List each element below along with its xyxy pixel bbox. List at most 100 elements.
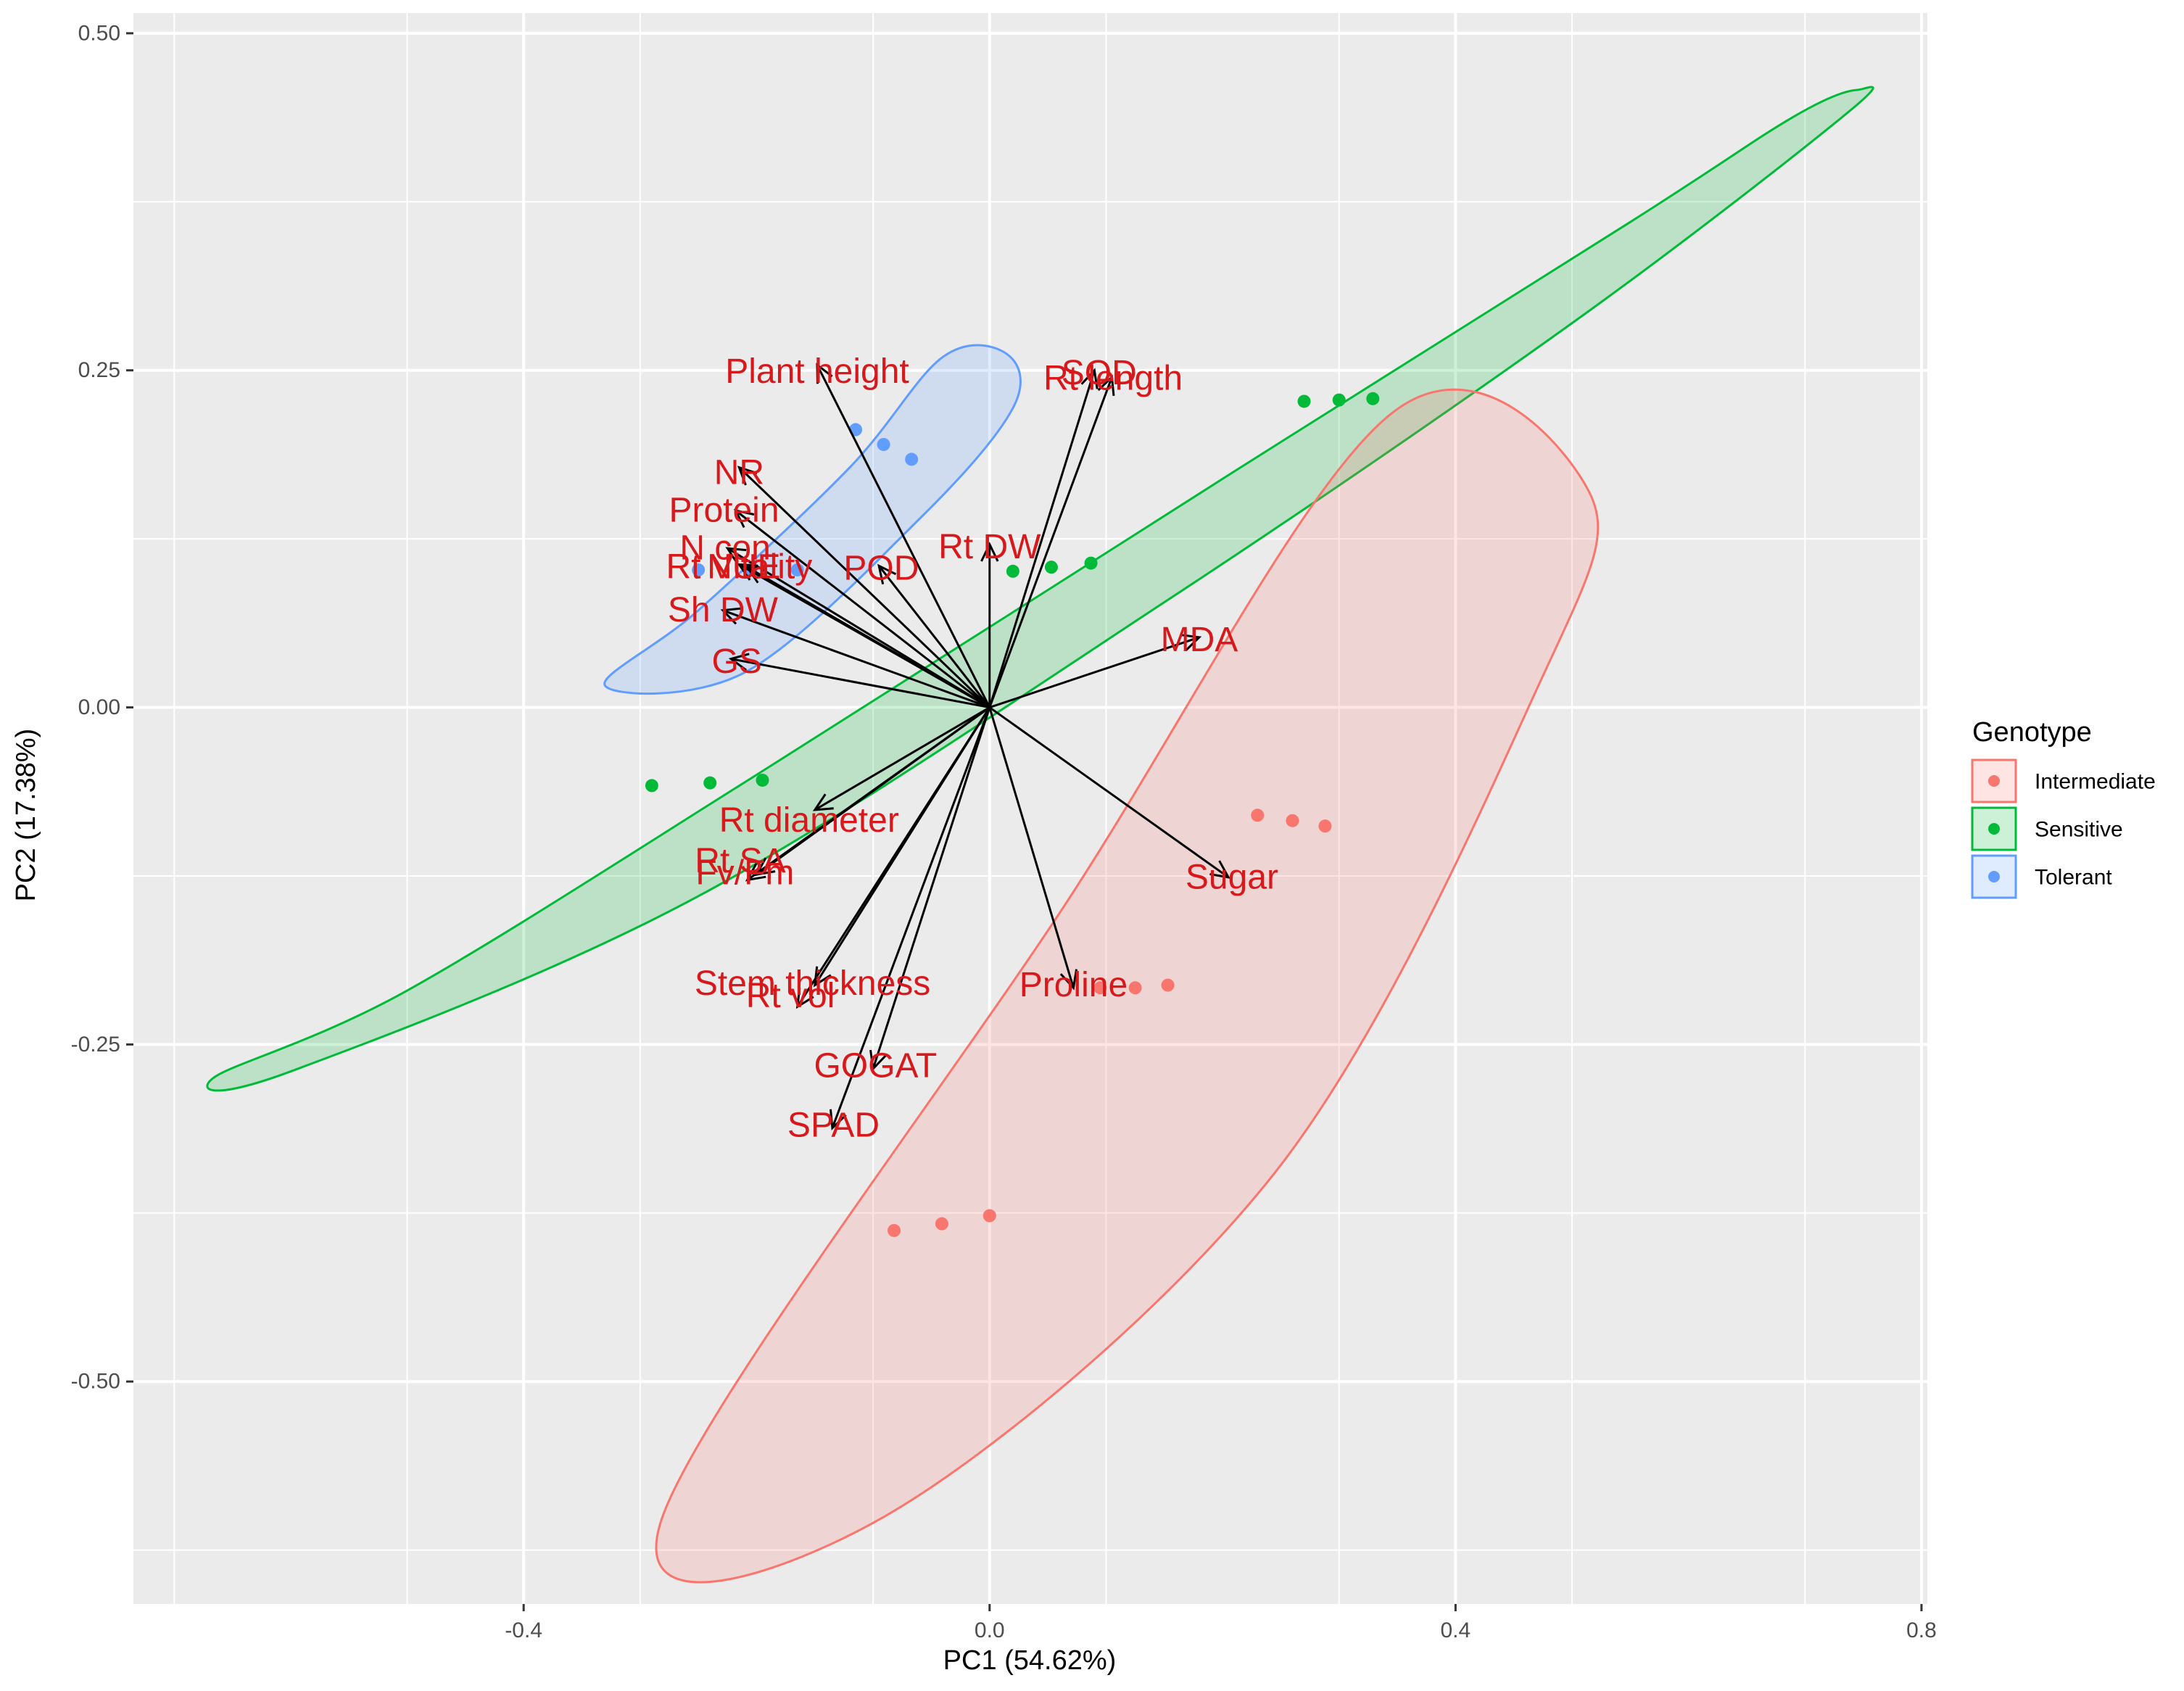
- point-sensitive: [1006, 564, 1019, 578]
- arrow-line: [738, 466, 990, 708]
- arrow-head: [1080, 368, 1099, 389]
- point-intermediate: [1161, 978, 1175, 992]
- grid-lines: [133, 13, 1927, 1604]
- point-intermediate: [1093, 981, 1107, 995]
- legend-dot-sensitive: [1988, 823, 2000, 835]
- x-tick-label: 0.8: [1906, 1618, 1937, 1642]
- point-intermediate: [888, 1223, 901, 1237]
- arrow-head: [745, 863, 766, 882]
- arrow-head: [737, 466, 758, 486]
- point-intermediate: [1128, 981, 1142, 995]
- loading-arrows: [720, 363, 1230, 1130]
- axes: -0.4 0.0 0.4 0.8 -0.50 -0.25 0.00 0.25 0.50: [71, 21, 1937, 1642]
- arrow-line: [722, 609, 990, 708]
- point-sensitive: [1084, 556, 1098, 570]
- legend-key-tolerant: [1971, 854, 2017, 899]
- legend-dot-tolerant: [1988, 871, 2000, 882]
- ellipse-sensitive: [206, 86, 1874, 1092]
- point-tolerant: [790, 563, 804, 576]
- point-tolerant: [877, 437, 890, 451]
- arrow-head: [869, 1049, 888, 1072]
- legend-title: Genotype: [1972, 717, 2092, 748]
- legend-dot-intermediate: [1988, 775, 2000, 787]
- arrow-head: [720, 607, 742, 625]
- point-sensitive: [1366, 392, 1380, 405]
- y-tick-label: -0.50: [71, 1370, 120, 1394]
- loading-label: Fv/Fm: [695, 854, 794, 893]
- arrow-head: [813, 966, 832, 988]
- legend-label-tolerant: Tolerant: [2035, 866, 2112, 890]
- arrow-line: [988, 707, 1075, 988]
- y-tick-label: -0.25: [71, 1033, 120, 1057]
- y-tick-label: 0.00: [78, 695, 120, 719]
- loading-label: Protein: [669, 492, 779, 530]
- arrow-head: [733, 508, 755, 529]
- arrow-head: [725, 547, 747, 565]
- arrow-head: [1059, 969, 1078, 991]
- point-sensitive: [1332, 393, 1346, 407]
- loading-label: Proline: [1019, 966, 1128, 1004]
- y-tick-label: 0.25: [78, 358, 120, 382]
- arrow-head: [980, 542, 999, 562]
- legend-label-sensitive: Sensitive: [2035, 818, 2123, 842]
- arrow-head: [737, 563, 758, 581]
- arrow-line: [814, 706, 990, 811]
- y-axis-title: PC2 (17.38%): [11, 729, 41, 902]
- arrow-line: [730, 658, 990, 709]
- loading-label: Rt vol: [746, 977, 835, 1015]
- x-tick-label: -0.4: [505, 1618, 542, 1642]
- loading-label: Rt length: [1043, 359, 1183, 397]
- arrow-line: [989, 636, 1200, 708]
- point-tolerant: [905, 452, 919, 466]
- loading-label: Rt SA: [695, 842, 785, 880]
- loading-label: SOD: [1062, 354, 1137, 392]
- loading-label: Sugar: [1186, 858, 1278, 896]
- point-sensitive: [645, 779, 658, 793]
- loading-label: SPAD: [787, 1106, 880, 1144]
- point-sensitive: [1044, 561, 1058, 574]
- loading-label: Rt DW: [938, 528, 1041, 566]
- arrow-line: [816, 364, 991, 708]
- arrow-line: [746, 706, 990, 881]
- arrow-line: [735, 509, 990, 708]
- y-tick-label: 0.50: [78, 21, 120, 45]
- point-sensitive: [703, 776, 717, 790]
- score-points: [645, 392, 1380, 1237]
- point-intermediate: [935, 1217, 948, 1231]
- loading-label: NR: [714, 454, 764, 492]
- arrow-head: [816, 363, 833, 384]
- loading-label: NUE: [707, 548, 780, 587]
- arrow-line: [746, 566, 990, 708]
- point-tolerant: [692, 563, 706, 576]
- arrow-head: [830, 1109, 847, 1130]
- arrow-head: [728, 653, 750, 671]
- arrow-line: [988, 376, 1113, 708]
- loading-label: Sh DW: [668, 591, 779, 629]
- group-ellipses: [206, 86, 1874, 1584]
- arrow-head: [812, 793, 834, 811]
- ellipse-tolerant: [603, 344, 1022, 695]
- arrow-head: [795, 988, 814, 1009]
- arrow-head: [745, 566, 766, 584]
- arrow-head: [1209, 860, 1230, 879]
- arrow-head: [877, 563, 897, 585]
- loading-label: GOGAT: [814, 1047, 937, 1086]
- legend: Genotype Intermediate Sensitive Tolerant: [1971, 717, 2156, 899]
- point-sensitive: [1297, 394, 1311, 408]
- x-axis-title: PC1 (54.62%): [943, 1645, 1117, 1676]
- point-intermediate: [1286, 814, 1299, 827]
- point-intermediate: [983, 1209, 996, 1223]
- loading-label: Rt diameter: [719, 801, 899, 840]
- arrow-line: [988, 706, 1229, 879]
- plot-panel: [133, 13, 1927, 1604]
- loading-label: Rt Vitality: [666, 548, 812, 587]
- point-intermediate: [1251, 809, 1265, 822]
- arrow-line: [877, 565, 990, 708]
- ellipse-intermediate: [655, 388, 1600, 1584]
- loading-label: GS: [711, 642, 761, 681]
- point-intermediate: [1318, 819, 1332, 833]
- legend-label-intermediate: Intermediate: [2035, 770, 2156, 794]
- loading-label: Plant height: [725, 352, 909, 391]
